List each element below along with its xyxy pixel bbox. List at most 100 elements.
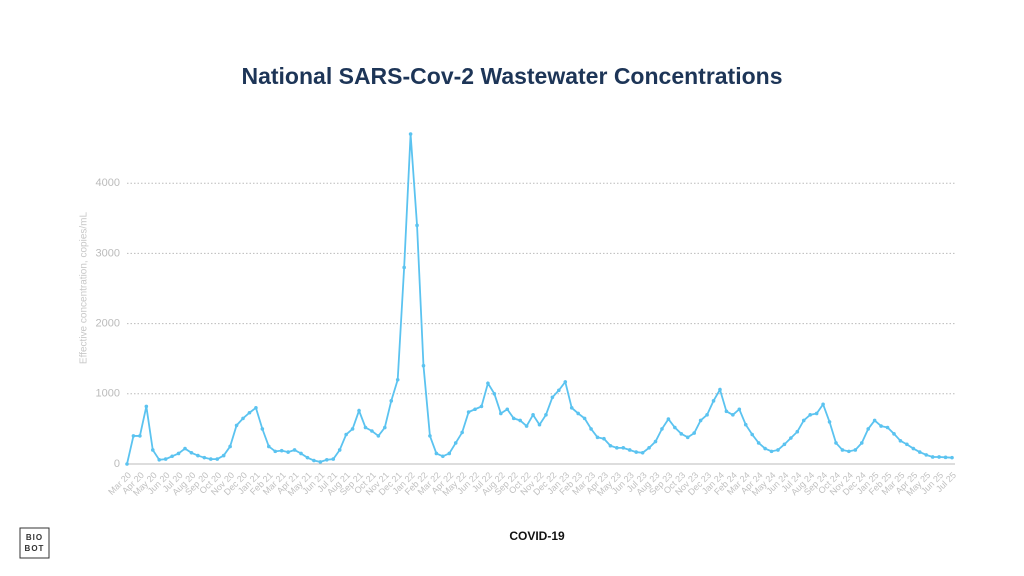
data-point [376,434,381,438]
data-point [273,449,278,454]
data-point [698,418,703,423]
data-point [595,435,600,440]
data-point [234,423,239,428]
data-point [911,446,916,451]
data-point [163,457,168,461]
data-point [524,424,529,428]
data-point [924,453,929,457]
data-point [653,439,658,444]
data-point [666,417,671,421]
data-point [563,380,568,384]
data-point [905,442,909,447]
data-point [131,434,136,438]
data-point [769,449,774,454]
data-point [660,427,664,431]
data-point [685,435,690,440]
data-point [950,455,954,460]
data-point [892,432,896,436]
data-point [299,451,303,456]
y-tick-label: 4000 [96,177,120,189]
data-point [731,413,735,417]
data-point [879,424,883,428]
data-point [170,454,174,459]
data-point [872,418,877,423]
data-point [898,439,903,443]
data-point [511,416,516,421]
data-point [312,458,316,463]
data-point [917,450,922,454]
data-point [350,427,355,431]
logo-text: BIO [26,533,43,542]
data-point [859,441,864,445]
data-point [125,462,129,466]
data-point [254,406,258,410]
data-point [183,446,187,451]
data-point [447,451,452,456]
data-point [930,455,935,459]
data-point [531,413,535,417]
data-point [434,451,439,456]
data-point [647,446,651,450]
data-point [679,432,684,436]
legend-entry: COVID-19 [509,529,565,543]
data-point [415,223,419,228]
chart-title: National SARS-Cov-2 Wastewater Concentra… [241,63,782,89]
data-point [814,411,819,416]
data-point [602,436,606,441]
data-point [763,446,767,451]
data-point [847,449,851,454]
data-point [150,448,155,452]
data-point [492,392,497,396]
data-point [634,450,638,454]
data-point [737,407,742,412]
data-point [453,441,458,445]
data-point [331,457,336,461]
y-axis-label: Effective concentration, copies/mL [79,212,90,365]
data-point [318,460,323,464]
data-point [279,448,284,453]
data-point [569,406,574,410]
data-point [395,377,400,382]
data-point [608,443,613,448]
data-point [885,425,890,430]
data-point [286,450,290,454]
data-point [544,413,548,417]
data-point [473,407,477,412]
y-tick-label: 2000 [96,318,120,330]
data-point [692,431,696,435]
data-point [589,427,593,431]
data-point [241,416,245,421]
data-point [421,363,426,368]
data-point [789,436,793,440]
data-point [615,446,619,450]
data-point [260,427,265,431]
data-point [221,453,226,458]
data-point [795,429,800,434]
data-point [724,409,729,414]
data-point [801,418,806,423]
data-point [937,455,941,459]
data-point [305,455,310,460]
data-point [196,453,200,458]
data-point [138,434,142,438]
data-point [834,441,838,445]
data-point [466,410,471,414]
data-point [189,450,194,455]
data-point [576,411,580,416]
data-point [827,420,832,424]
data-point [202,455,207,460]
data-point [743,422,748,427]
data-point [144,404,149,409]
data-point [208,457,213,461]
data-point [640,450,645,455]
data-point [383,425,387,430]
data-point [337,448,342,452]
y-tick-label: 3000 [96,247,120,259]
data-point [853,448,858,452]
data-point [215,457,220,461]
data-point [808,413,813,417]
data-point [750,432,754,437]
logo-box [19,527,50,559]
data-point [441,454,445,459]
